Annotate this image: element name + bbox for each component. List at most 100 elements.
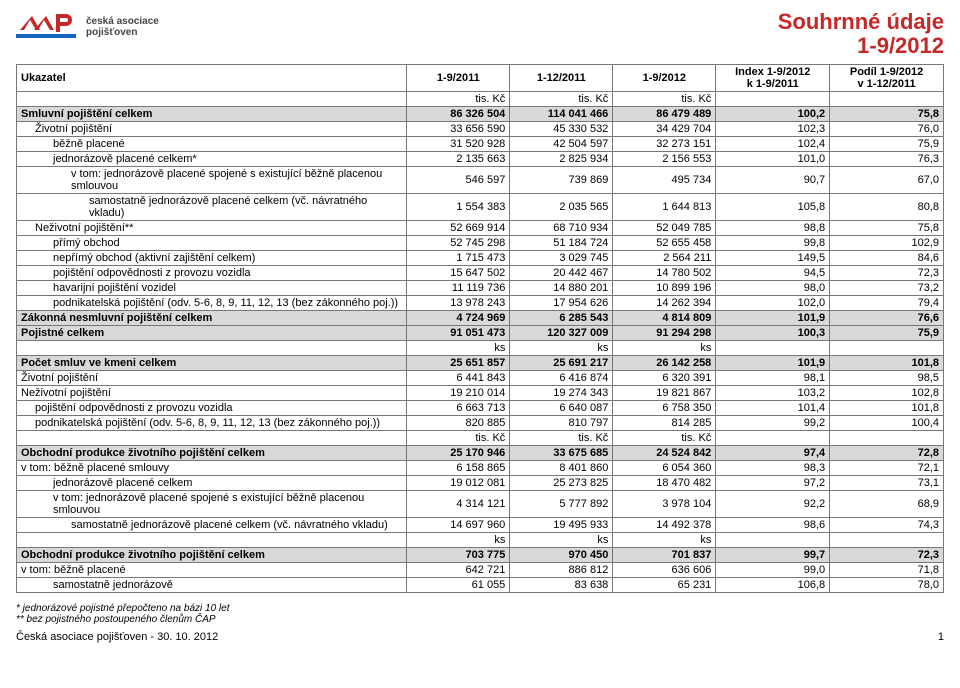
unit-cell: [830, 431, 944, 446]
row-value: 26 142 258: [613, 356, 716, 371]
row-value: 820 885: [407, 416, 510, 431]
row-value: 73,1: [830, 476, 944, 491]
row-value: 101,8: [830, 356, 944, 371]
row-value: 83 638: [510, 578, 613, 593]
row-value: 3 978 104: [613, 491, 716, 518]
row-value: 76,0: [830, 122, 944, 137]
row-value: 94,5: [716, 266, 830, 281]
col-index-b: k 1-9/2011: [747, 78, 799, 90]
row-value: 25 170 946: [407, 446, 510, 461]
row-value: 102,4: [716, 137, 830, 152]
row-value: 74,3: [830, 518, 944, 533]
row-value: 52 745 298: [407, 236, 510, 251]
unit-cell: tis. Kč: [510, 431, 613, 446]
unit-cell: tis. Kč: [613, 431, 716, 446]
row-value: 102,0: [716, 296, 830, 311]
unit-cell: [17, 533, 407, 548]
row-value: 33 675 685: [510, 446, 613, 461]
row-value: 68,9: [830, 491, 944, 518]
row-value: 98,5: [830, 371, 944, 386]
unit-cell: [830, 92, 944, 107]
summary-table: Ukazatel 1-9/2011 1-12/2011 1-9/2012 Ind…: [16, 64, 944, 593]
row-value: 25 273 825: [510, 476, 613, 491]
row-label: Životní pojištění: [17, 122, 407, 137]
table-row: podnikatelská pojištění (odv. 5-6, 8, 9,…: [17, 416, 944, 431]
row-value: 19 821 867: [613, 386, 716, 401]
row-value: 6 158 865: [407, 461, 510, 476]
unit-cell: ks: [613, 341, 716, 356]
row-value: 97,4: [716, 446, 830, 461]
table-row: jednorázově placené celkem*2 135 6632 82…: [17, 152, 944, 167]
table-body: tis. Kčtis. Kčtis. KčSmluvní pojištění c…: [17, 92, 944, 593]
row-value: 1 715 473: [407, 251, 510, 266]
row-value: 52 049 785: [613, 221, 716, 236]
row-label: v tom: jednorázově placené spojené s exi…: [17, 491, 407, 518]
table-row: v tom: běžně placené smlouvy6 158 8658 4…: [17, 461, 944, 476]
section-row: Smluvní pojištění celkem86 326 504114 04…: [17, 107, 944, 122]
row-value: 52 655 458: [613, 236, 716, 251]
row-value: 14 262 394: [613, 296, 716, 311]
row-value: 114 041 466: [510, 107, 613, 122]
col-podil: Podíl 1-9/2012 v 1-12/2011: [830, 65, 944, 92]
row-value: 14 492 378: [613, 518, 716, 533]
col-1-9-2012: 1-9/2012: [613, 65, 716, 92]
row-value: 72,3: [830, 548, 944, 563]
row-value: 101,9: [716, 311, 830, 326]
row-label: podnikatelská pojištění (odv. 5-6, 8, 9,…: [17, 416, 407, 431]
row-value: 14 780 502: [613, 266, 716, 281]
row-value: 75,9: [830, 137, 944, 152]
logo-text: česká asociace pojišťoven: [86, 16, 159, 39]
row-value: 98,6: [716, 518, 830, 533]
row-value: 20 442 467: [510, 266, 613, 281]
row-value: 103,2: [716, 386, 830, 401]
row-value: 79,4: [830, 296, 944, 311]
logo-subtitle-2: pojišťoven: [86, 27, 159, 39]
row-value: 92,2: [716, 491, 830, 518]
row-label: Obchodní produkce životního pojištění ce…: [17, 548, 407, 563]
row-value: 33 656 590: [407, 122, 510, 137]
row-value: 42 504 597: [510, 137, 613, 152]
table-row: samostatně jednorázově placené celkem (v…: [17, 518, 944, 533]
title-line-2: 1-9/2012: [778, 34, 944, 58]
unit-cell: ks: [510, 533, 613, 548]
row-value: 101,9: [716, 356, 830, 371]
row-value: 91 051 473: [407, 326, 510, 341]
footer-page-number: 1: [938, 631, 944, 643]
row-label: samostatně jednorázově placené celkem (v…: [17, 194, 407, 221]
table-header-row: Ukazatel 1-9/2011 1-12/2011 1-9/2012 Ind…: [17, 65, 944, 92]
row-value: 6 285 543: [510, 311, 613, 326]
unit-cell: tis. Kč: [407, 92, 510, 107]
section-row: Pojistné celkem91 051 473120 327 00991 2…: [17, 326, 944, 341]
row-value: 61 055: [407, 578, 510, 593]
row-value: 51 184 724: [510, 236, 613, 251]
col-ukazatel: Ukazatel: [17, 65, 407, 92]
row-label: Pojistné celkem: [17, 326, 407, 341]
row-value: 98,8: [716, 221, 830, 236]
unit-cell: ks: [407, 533, 510, 548]
table-row: v tom: jednorázově placené spojené s exi…: [17, 491, 944, 518]
row-value: 86 479 489: [613, 107, 716, 122]
row-value: 67,0: [830, 167, 944, 194]
row-value: 11 119 736: [407, 281, 510, 296]
row-value: 34 429 704: [613, 122, 716, 137]
col-podil-a: Podíl 1-9/2012: [850, 66, 923, 78]
row-value: 25 651 857: [407, 356, 510, 371]
row-value: 1 554 383: [407, 194, 510, 221]
row-value: 739 869: [510, 167, 613, 194]
row-value: 100,3: [716, 326, 830, 341]
row-label: Počet smluv ve kmeni celkem: [17, 356, 407, 371]
footnote-1: * jednorázové pojistné přepočteno na báz…: [16, 603, 944, 614]
table-row: přímý obchod52 745 29851 184 72452 655 4…: [17, 236, 944, 251]
row-value: 703 775: [407, 548, 510, 563]
table-row: Neživotní pojištění**52 669 91468 710 93…: [17, 221, 944, 236]
table-row: havarijní pojištění vozidel11 119 73614 …: [17, 281, 944, 296]
row-value: 100,4: [830, 416, 944, 431]
unit-cell: [716, 431, 830, 446]
unit-cell: [716, 533, 830, 548]
section-row: Počet smluv ve kmeni celkem25 651 85725 …: [17, 356, 944, 371]
row-label: jednorázově placené celkem: [17, 476, 407, 491]
unit-cell: ks: [407, 341, 510, 356]
table-row: Neživotní pojištění19 210 01419 274 3431…: [17, 386, 944, 401]
unit-row: tis. Kčtis. Kčtis. Kč: [17, 92, 944, 107]
footer: Česká asociace pojišťoven - 30. 10. 2012…: [16, 631, 944, 643]
